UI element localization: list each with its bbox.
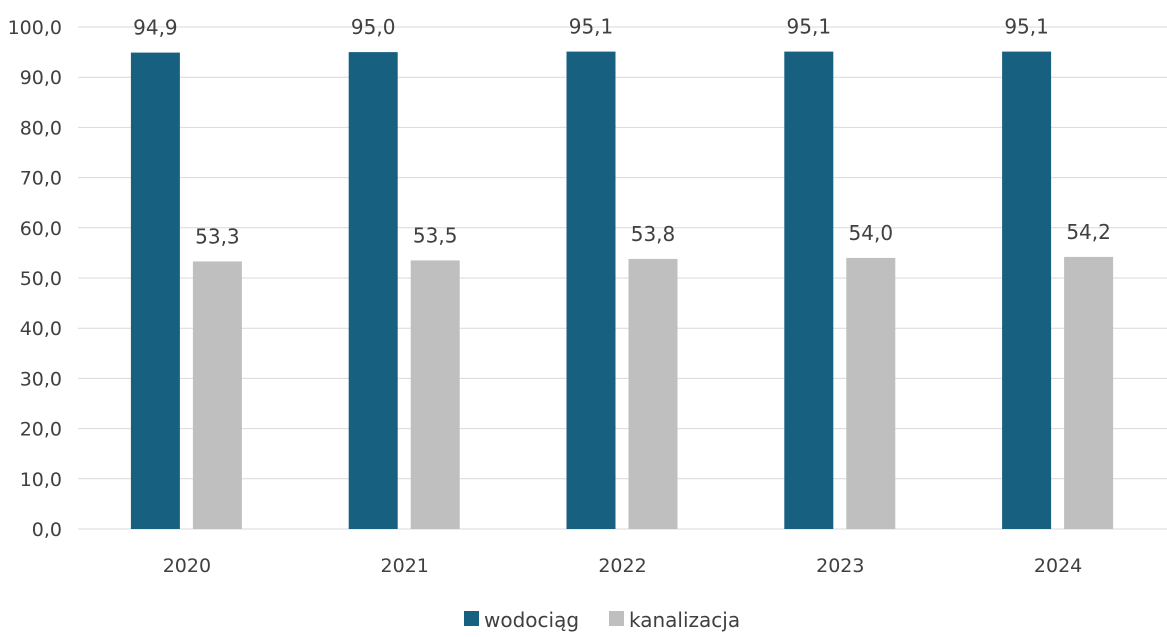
legend-swatch xyxy=(464,611,479,626)
data-label: 95,1 xyxy=(569,15,614,39)
y-axis-tick-labels: 0,0 10,0 20,0 30,0 40,0 50,0 60,0 70,0 80,0 90,0 1… xyxy=(8,17,62,541)
bar-wodociag-2021 xyxy=(348,52,398,529)
bar-wodociag-2023 xyxy=(784,51,834,530)
y-tick-label: 30,0 xyxy=(20,368,62,390)
gridlines xyxy=(78,26,1167,530)
bar-wodociag-2022 xyxy=(566,51,616,530)
y-tick-label: 50,0 xyxy=(20,268,62,290)
x-category-label: 2021 xyxy=(381,555,429,577)
bar-kanalizacja-2023 xyxy=(846,257,896,529)
y-tick-label: 80,0 xyxy=(20,117,62,139)
x-category-label: 2020 xyxy=(163,555,211,577)
bar-kanalizacja-2022 xyxy=(628,258,678,529)
legend-swatch xyxy=(609,611,624,626)
y-tick-label: 40,0 xyxy=(20,318,62,340)
x-axis-category-labels: 2020 2021 2022 2023 2024 xyxy=(163,555,1083,577)
legend-label: wodociąg xyxy=(484,608,579,632)
y-tick-label: 60,0 xyxy=(20,218,62,240)
data-label: 54,2 xyxy=(1066,220,1111,244)
data-label: 95,0 xyxy=(351,15,396,39)
y-tick-label: 0,0 xyxy=(32,519,62,541)
data-label: 53,3 xyxy=(195,224,240,248)
bar-wodociag-2024 xyxy=(1002,51,1052,530)
bar-kanalizacja-2024 xyxy=(1064,256,1114,529)
bar-kanalizacja-2021 xyxy=(410,260,460,529)
y-tick-label: 90,0 xyxy=(20,67,62,89)
y-tick-label: 10,0 xyxy=(20,469,62,491)
legend: wodociąg kanalizacja xyxy=(464,608,740,632)
data-label: 53,8 xyxy=(631,222,676,246)
bars xyxy=(130,51,1114,530)
data-labels: 94,9 53,3 95,0 53,5 95,1 53,8 95,1 54,0 95,1 54,2 xyxy=(133,15,1111,249)
legend-label: kanalizacja xyxy=(629,608,740,632)
x-category-label: 2024 xyxy=(1034,555,1082,577)
data-label: 53,5 xyxy=(413,223,458,247)
x-category-label: 2023 xyxy=(816,555,864,577)
y-tick-label: 70,0 xyxy=(20,168,62,190)
data-label: 94,9 xyxy=(133,16,178,40)
bar-wodociag-2020 xyxy=(130,52,180,530)
data-label: 95,1 xyxy=(787,15,832,39)
data-label: 54,0 xyxy=(849,221,894,245)
y-tick-label: 20,0 xyxy=(20,419,62,441)
bar-kanalizacja-2020 xyxy=(192,261,242,529)
data-label: 95,1 xyxy=(1004,15,1049,39)
x-category-label: 2022 xyxy=(598,555,646,577)
y-tick-label: 100,0 xyxy=(8,17,62,39)
